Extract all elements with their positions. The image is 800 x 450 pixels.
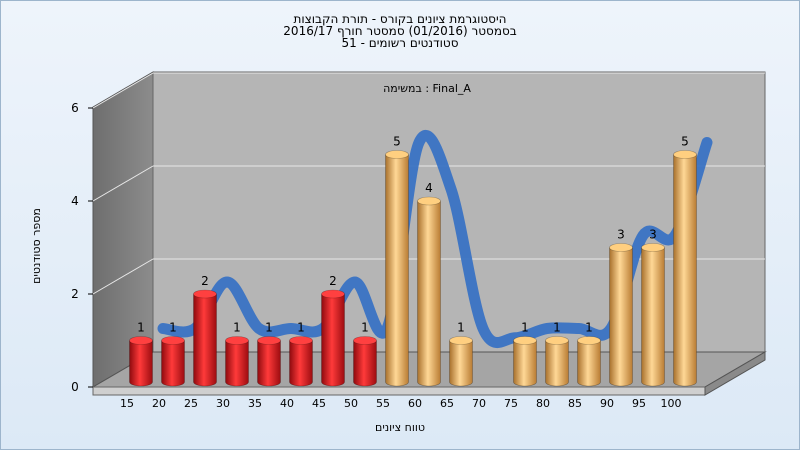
histogram-bar bbox=[577, 340, 601, 387]
x-tick-label: 95 bbox=[632, 397, 646, 410]
bar-value-label: 3 bbox=[617, 228, 625, 242]
histogram-bar-top bbox=[385, 150, 409, 159]
histogram-bar bbox=[513, 340, 537, 387]
bar-value-label: 5 bbox=[393, 135, 401, 149]
bar-value-label: 1 bbox=[137, 321, 145, 335]
histogram-bar bbox=[193, 293, 217, 387]
histogram-bar bbox=[257, 340, 281, 387]
x-tick-label: 70 bbox=[472, 397, 486, 410]
histogram-bar-top bbox=[449, 336, 473, 345]
x-tick-label: 30 bbox=[216, 397, 230, 410]
histogram-bar-top bbox=[225, 336, 249, 345]
x-tick-label: 65 bbox=[440, 397, 454, 410]
bar-value-label: 4 bbox=[425, 181, 433, 195]
histogram-bar bbox=[289, 340, 313, 387]
gridline bbox=[92, 165, 154, 202]
floor-front-edge bbox=[92, 386, 706, 396]
histogram-bar bbox=[353, 340, 377, 387]
histogram-bar bbox=[417, 200, 441, 387]
x-tick-label: 75 bbox=[504, 397, 518, 410]
histogram-bar bbox=[129, 340, 153, 387]
bar-value-label: 1 bbox=[233, 321, 241, 335]
histogram-bar-top bbox=[417, 196, 441, 206]
bar-value-label: 1 bbox=[585, 321, 593, 335]
histogram-bar-top bbox=[289, 336, 313, 345]
bar-value-label: 1 bbox=[297, 321, 305, 335]
histogram-bar-top bbox=[545, 336, 569, 345]
histogram-bar bbox=[225, 340, 249, 387]
x-tick-label: 50 bbox=[344, 397, 358, 410]
y-axis-label: מספר סטודנטים bbox=[30, 208, 43, 284]
x-tick-label: 15 bbox=[120, 397, 134, 410]
chart-title-line-3: סטודנטים רשומים - 51 bbox=[341, 36, 459, 50]
y-tick-label: 4 bbox=[71, 194, 79, 208]
x-tick-label: 35 bbox=[248, 397, 262, 410]
chart-title-line-1: היסטוגרמת ציונים בקורס - תורת הקבוצות bbox=[293, 12, 507, 26]
histogram-bar bbox=[641, 247, 665, 387]
histogram-bar-top bbox=[161, 336, 185, 345]
bar-value-label: 1 bbox=[457, 321, 465, 335]
x-tick-label: 80 bbox=[536, 397, 550, 410]
y-tick-label: 2 bbox=[71, 287, 79, 301]
x-tick-label: 60 bbox=[408, 397, 422, 410]
histogram-bar-top bbox=[641, 243, 665, 252]
histogram-bar bbox=[545, 340, 569, 387]
histogram-bar-top bbox=[513, 336, 537, 345]
bar-value-label: 1 bbox=[265, 321, 273, 335]
x-tick-label: 85 bbox=[568, 397, 582, 410]
histogram-bar-top bbox=[321, 289, 345, 299]
bar-value-label: 2 bbox=[329, 274, 337, 288]
histogram-bar bbox=[673, 154, 697, 387]
floor-right-edge bbox=[704, 351, 766, 396]
y-tick-label: 0 bbox=[71, 380, 79, 394]
histogram-bar bbox=[609, 247, 633, 387]
histogram-bar-top bbox=[129, 336, 153, 345]
histogram-bar bbox=[385, 154, 409, 387]
histogram-bar-top bbox=[577, 336, 601, 345]
gridline bbox=[92, 72, 154, 109]
bar-value-label: 1 bbox=[361, 321, 369, 335]
x-tick-label: 100 bbox=[661, 397, 682, 410]
gridline bbox=[92, 258, 154, 295]
x-tick-label: 55 bbox=[376, 397, 390, 410]
bar-value-label: 1 bbox=[521, 321, 529, 335]
x-axis-label: טווח ציונים bbox=[375, 421, 425, 434]
histogram-bar-top bbox=[673, 150, 697, 159]
bar-value-label: 1 bbox=[553, 321, 561, 335]
x-tick-label: 45 bbox=[312, 397, 326, 410]
x-tick-label: 25 bbox=[184, 397, 198, 410]
bar-value-label: 2 bbox=[201, 274, 209, 288]
histogram-bar-top bbox=[257, 336, 281, 345]
histogram-bar bbox=[161, 340, 185, 387]
x-tick-label: 20 bbox=[152, 397, 166, 410]
histogram-bar-top bbox=[353, 336, 377, 345]
bar-value-label: 5 bbox=[681, 135, 689, 149]
bar-value-label: 1 bbox=[169, 321, 177, 335]
histogram-bar-top bbox=[193, 289, 217, 299]
annotation-label: במשימה : Final_A bbox=[383, 82, 471, 95]
histogram-bar-top bbox=[609, 243, 633, 252]
y-tick-label: 6 bbox=[71, 101, 79, 115]
x-tick-label: 40 bbox=[280, 397, 294, 410]
chart-title-line-2: בסמסטר (01/2016) סמסטר חורף 2016/17 bbox=[283, 24, 517, 38]
histogram-bar bbox=[321, 293, 345, 387]
bar-value-label: 3 bbox=[649, 228, 657, 242]
histogram-bar bbox=[449, 340, 473, 387]
x-tick-label: 90 bbox=[600, 397, 614, 410]
